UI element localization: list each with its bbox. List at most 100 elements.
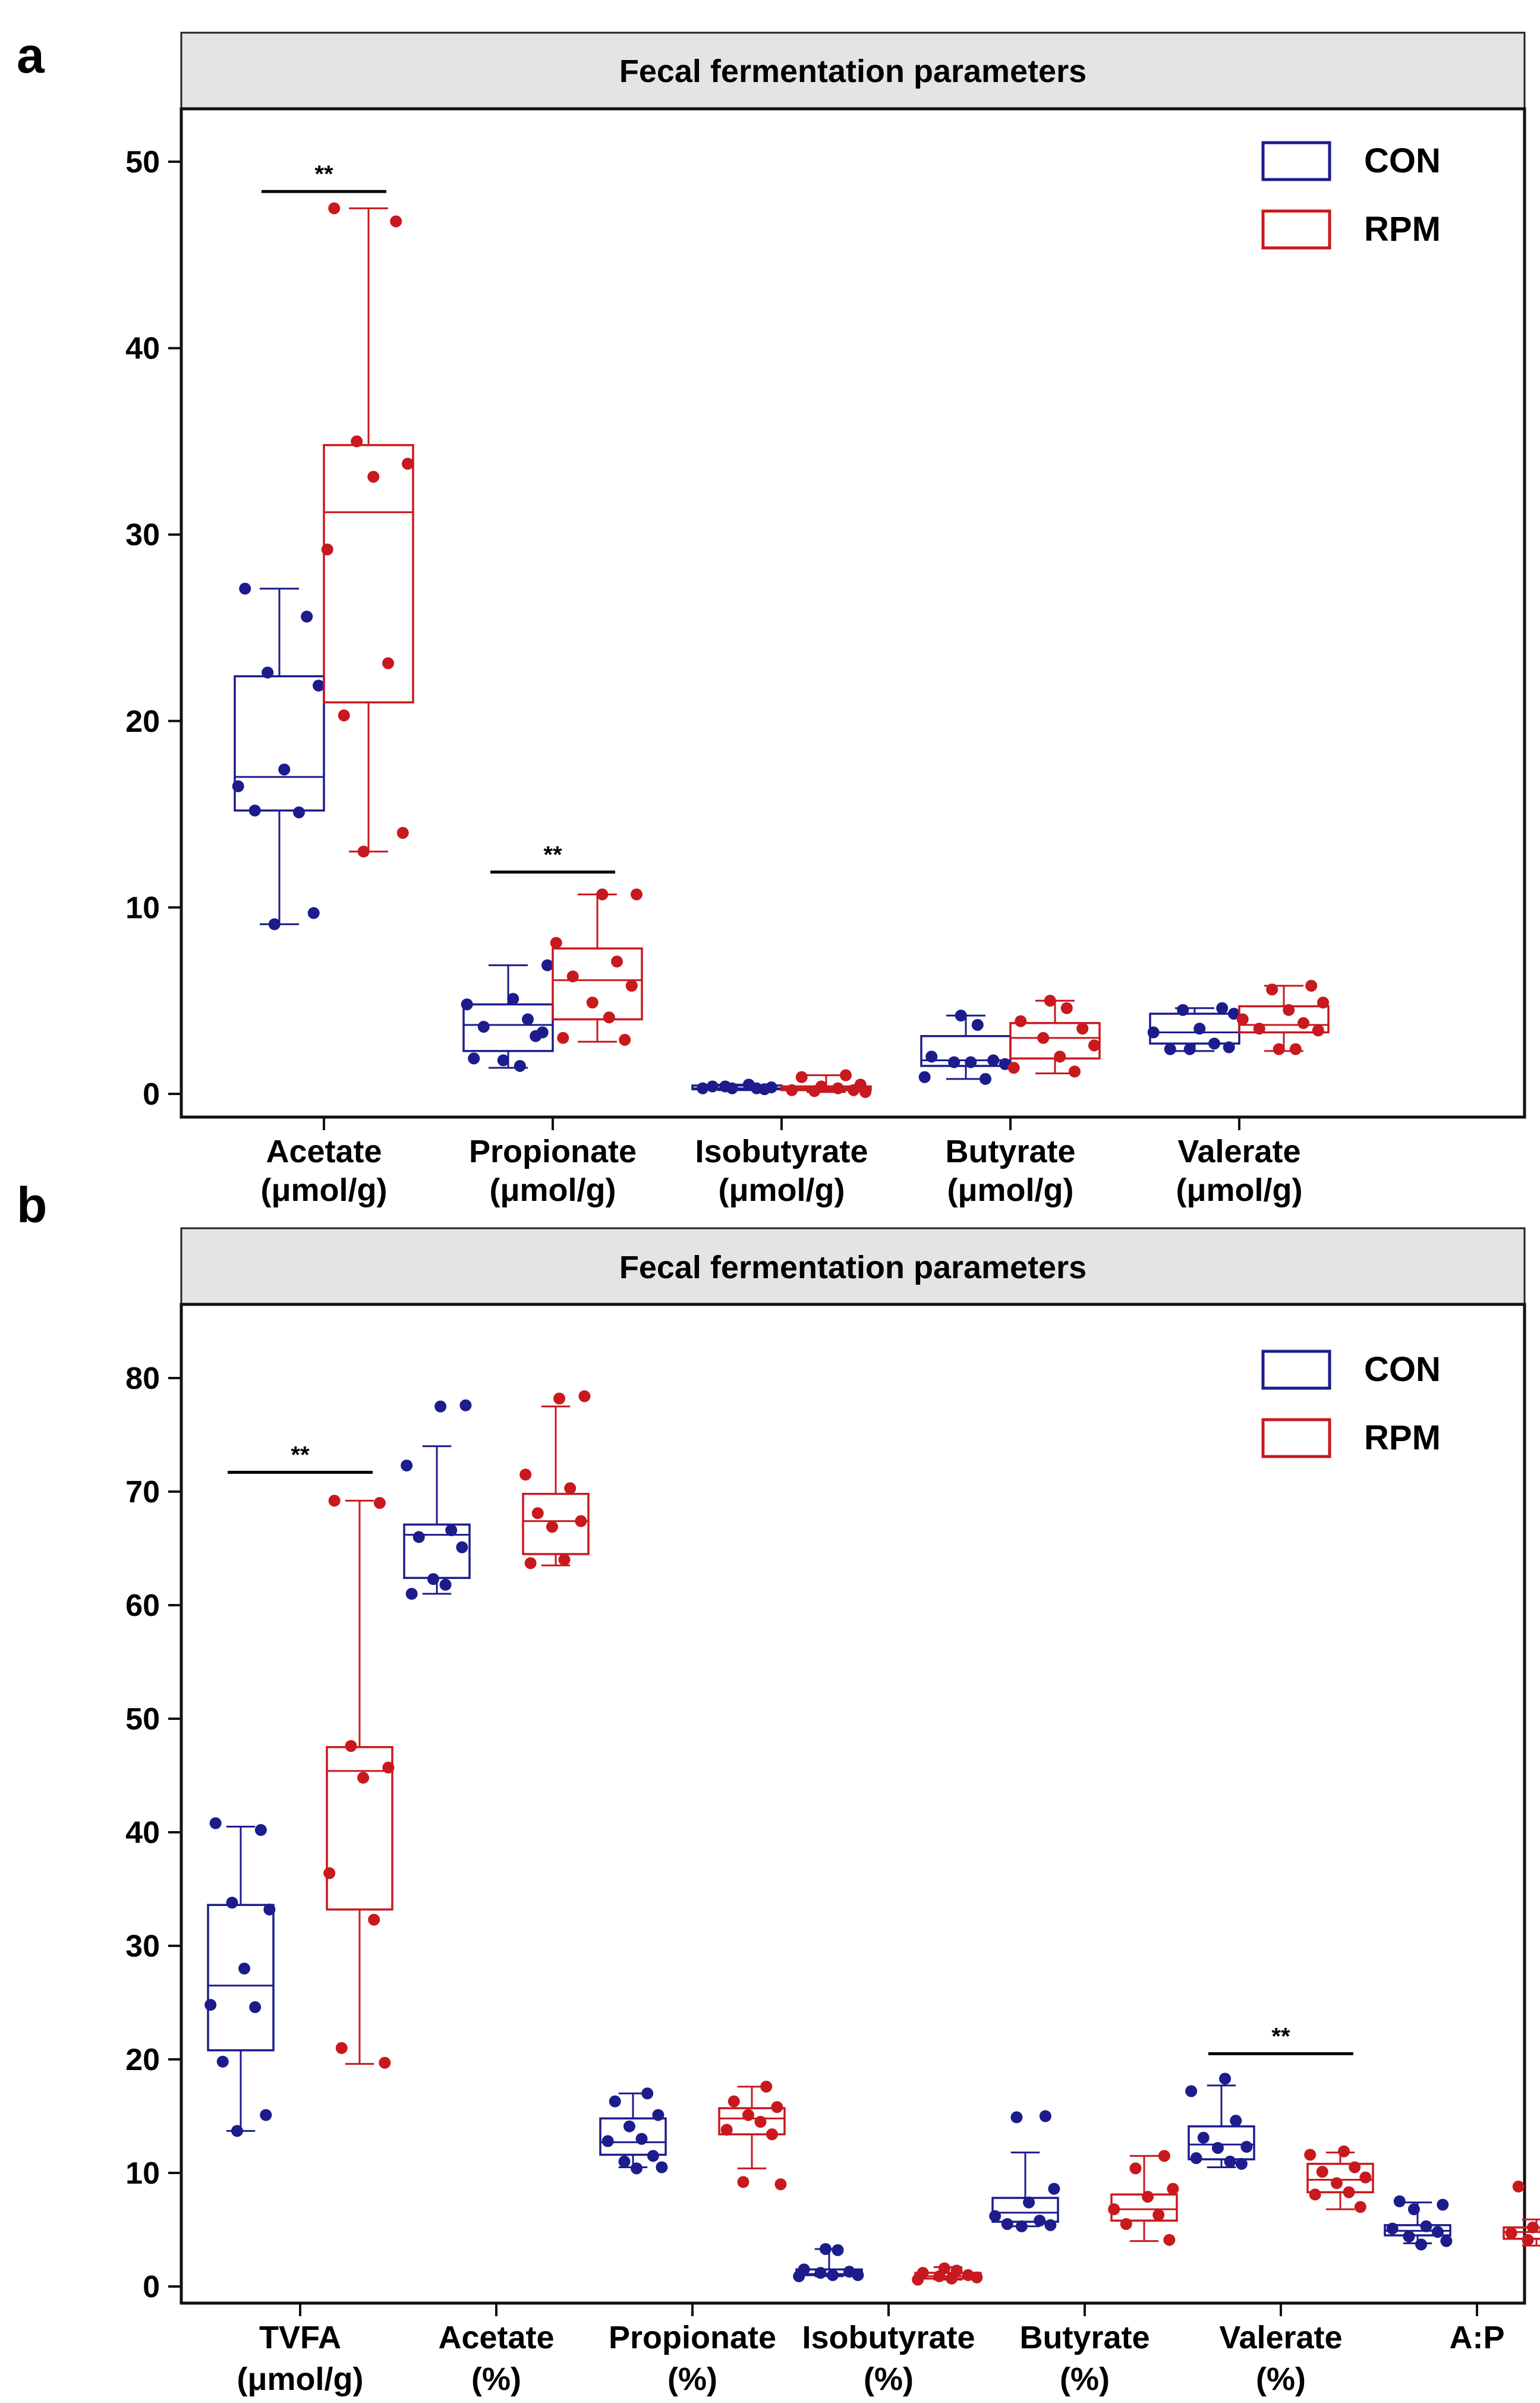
data-point-con [918,1071,931,1083]
data-point-rpm [382,657,394,669]
data-point-rpm [1076,1023,1089,1035]
data-point-con [268,918,281,930]
category-unit-label: (%) [1256,2361,1306,2397]
panel-b-plot-frame [179,1303,1526,2305]
category-label: Propionate [469,1134,637,1169]
data-point-con [758,1083,771,1096]
data-point-rpm [912,2273,924,2286]
y-tick-label: 0 [143,2270,160,2304]
data-point-con [209,1817,222,1829]
data-point-con [1228,1008,1240,1020]
data-point-con [1415,2238,1428,2251]
data-point-con [1235,2157,1248,2170]
data-point-con [719,1080,732,1093]
data-point-rpm [786,1084,798,1096]
data-point-con [1230,2115,1242,2127]
panel-a-plot-frame [179,107,1526,1119]
data-point-con [618,2155,631,2168]
data-point-rpm [1317,996,1329,1009]
data-point-con [623,2120,635,2132]
box-rpm [552,947,643,1021]
significance-label: ** [291,1442,310,1468]
legend-label-rpm: RPM [1364,1418,1441,1457]
data-point-con [1185,2085,1198,2097]
category-label: Valerate [1177,1134,1300,1169]
data-point-con [248,804,261,817]
data-point-con [1393,2195,1406,2207]
significance-label: ** [314,161,333,187]
box-rpm [1306,2162,1374,2194]
y-tick-label: 30 [125,1929,160,1964]
data-point-con [1147,1026,1160,1039]
category-unit-label: (%) [471,2361,521,2397]
data-point-con [1223,1041,1235,1053]
data-point-con [468,1052,480,1065]
data-point-con [980,1072,991,1085]
data-point-con [293,806,305,819]
data-point-con [1177,1004,1189,1016]
data-point-con [1190,2152,1202,2165]
data-point-rpm [754,2116,767,2128]
legend-swatch-rpm [1261,209,1331,250]
data-point-con [1039,2110,1051,2122]
data-point-con [1440,2235,1453,2247]
data-point-con [631,2162,643,2175]
panel-a-title: Fecal fermentation parameters [619,54,1086,89]
data-point-con [456,1541,468,1553]
category-unit-label: (μmol/g) [947,1172,1074,1208]
data-point-con [1386,2222,1399,2235]
data-point-con [522,1013,534,1026]
panel-a-letter: a [17,27,45,83]
data-point-rpm [357,1772,370,1784]
data-point-con [641,2087,654,2100]
data-point-con [232,780,244,792]
data-point-con [965,1056,977,1068]
data-point-rpm [1163,2234,1176,2246]
data-point-con [301,611,313,623]
legend-label-rpm: RPM [1364,210,1441,249]
data-point-rpm [1120,2218,1132,2230]
data-point-rpm [566,970,579,983]
data-point-rpm [720,2124,733,2136]
data-point-con [434,1400,447,1413]
data-point-con [706,1080,719,1093]
data-point-con [1001,2218,1013,2230]
y-tick-label: 10 [125,891,160,925]
category-label: Acetate [438,2320,554,2355]
y-tick-label: 40 [125,1816,160,1850]
data-point-con [1164,1043,1176,1055]
data-point-con [1044,2219,1057,2231]
data-point-rpm [586,996,599,1009]
data-point-con [1216,1002,1229,1014]
category-unit-label: (%) [1060,2361,1110,2397]
data-point-con [987,1054,1000,1067]
data-point-con [609,2095,621,2108]
data-point-rpm [1266,983,1278,996]
panel-b-chart: 0 10 20 30 40 50 60 70 80 TVFA (μmol/g) Acetate (%) P… [125,1350,1540,2397]
data-point-rpm [1330,2177,1343,2190]
data-point-con [793,2270,805,2282]
data-point-rpm [1289,1043,1302,1055]
data-point-rpm [1312,1024,1324,1037]
data-point-rpm [1142,2191,1154,2203]
data-point-con [427,1573,439,1586]
data-point-rpm [1037,1031,1050,1044]
legend-swatch-con [1261,1350,1331,1390]
panel-a-title-strip [180,32,1526,110]
panel-a-chart: 01020304050Acetate(μmol/g)Propionate(μmo… [125,141,1441,1208]
data-point-rpm [1349,2161,1361,2174]
y-tick-label: 60 [125,1589,160,1623]
data-point-con [852,2269,864,2281]
data-point-rpm [1060,1002,1073,1014]
data-point-con [652,2109,665,2121]
y-tick-label: 20 [125,2043,160,2077]
data-point-con [971,1018,984,1031]
data-point-con [1211,2141,1224,2154]
category-unit-label: (μmol/g) [261,1172,388,1208]
data-point-con [1208,1037,1220,1050]
data-point-con [1197,2131,1210,2144]
data-point-con [514,1059,526,1072]
data-point-con [260,2109,272,2121]
data-point-rpm [1108,2203,1120,2216]
data-point-rpm [379,2056,391,2069]
